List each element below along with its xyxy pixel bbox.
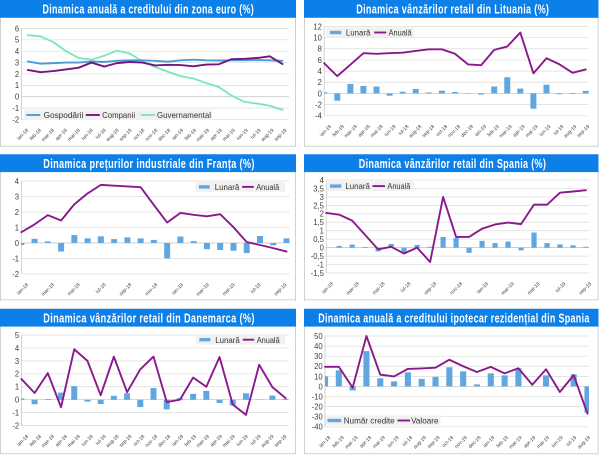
svg-text:Lunară: Lunară	[215, 182, 240, 192]
svg-text:Dinamica anuală a creditului i: Dinamica anuală a creditului ipotecar re…	[318, 312, 590, 326]
svg-text:2: 2	[15, 69, 20, 78]
svg-text:20: 20	[314, 362, 323, 371]
svg-text:3: 3	[15, 192, 20, 201]
svg-text:-30: -30	[312, 412, 324, 421]
svg-text:5: 5	[15, 35, 20, 44]
svg-text:5: 5	[15, 331, 20, 340]
svg-text:Valoare: Valoare	[411, 416, 439, 426]
svg-text:Lunară: Lunară	[215, 335, 240, 345]
svg-text:0: 0	[15, 239, 20, 248]
svg-text:30: 30	[314, 352, 323, 361]
svg-text:6: 6	[318, 55, 323, 64]
svg-text:Număr credite: Număr credite	[344, 416, 395, 426]
svg-text:-1: -1	[12, 408, 19, 417]
svg-text:50: 50	[314, 332, 323, 341]
svg-text:1,5: 1,5	[313, 218, 324, 227]
svg-text:3: 3	[320, 192, 325, 201]
svg-text:0: 0	[318, 382, 323, 391]
svg-text:0,5: 0,5	[313, 235, 324, 244]
svg-text:4: 4	[318, 67, 323, 76]
svg-text:0: 0	[15, 395, 20, 404]
svg-text:Dinamica vânzărilor retail din: Dinamica vânzărilor retail din Danemarca…	[43, 312, 255, 326]
svg-text:-40: -40	[312, 422, 324, 431]
svg-text:10: 10	[313, 33, 322, 42]
svg-text:-1: -1	[12, 104, 19, 113]
svg-text:Anuală: Anuală	[389, 28, 412, 38]
svg-text:3,5: 3,5	[313, 184, 324, 193]
svg-text:Dinamica anuală a creditului d: Dinamica anuală a creditului din zona eu…	[43, 3, 255, 17]
svg-text:1: 1	[15, 382, 20, 391]
svg-text:-10: -10	[312, 392, 324, 401]
svg-text:3: 3	[15, 356, 20, 365]
svg-text:4: 4	[15, 343, 20, 352]
svg-text:-1,5: -1,5	[311, 269, 325, 278]
svg-text:4: 4	[15, 47, 20, 56]
svg-text:6: 6	[15, 24, 20, 33]
svg-text:-2: -2	[12, 115, 19, 124]
svg-text:4: 4	[320, 176, 325, 185]
svg-text:1: 1	[320, 226, 325, 235]
svg-text:Anuală: Anuală	[256, 182, 279, 192]
svg-text:Companii: Companii	[102, 110, 135, 120]
svg-text:Gospodării: Gospodării	[44, 110, 84, 120]
svg-text:-4: -4	[315, 111, 322, 120]
svg-text:1: 1	[15, 223, 20, 232]
svg-text:Dinamica vânzărilor retail din: Dinamica vânzărilor retail din Spania (%…	[359, 157, 547, 171]
svg-text:0: 0	[320, 243, 325, 252]
svg-text:0: 0	[318, 89, 323, 98]
svg-text:2: 2	[318, 78, 323, 87]
svg-text:-0,5: -0,5	[311, 252, 325, 261]
svg-text:Anuală: Anuală	[257, 335, 280, 345]
svg-text:2: 2	[15, 208, 20, 217]
svg-text:-1: -1	[317, 260, 324, 269]
svg-text:-2: -2	[12, 421, 19, 430]
svg-text:Anuală: Anuală	[387, 181, 410, 191]
svg-text:8: 8	[318, 44, 323, 53]
svg-text:-2: -2	[12, 270, 19, 279]
svg-text:-1: -1	[12, 254, 19, 263]
svg-text:3: 3	[15, 58, 20, 67]
svg-text:Guvernamental: Guvernamental	[157, 110, 211, 120]
svg-text:4: 4	[15, 177, 20, 186]
svg-text:-2: -2	[315, 100, 322, 109]
svg-text:2: 2	[320, 209, 325, 218]
svg-text:Dinamica vânzărilor retail din: Dinamica vânzărilor retail din Lituania …	[356, 3, 549, 17]
svg-text:Dinamica prețurilor industrial: Dinamica prețurilor industriale din Fran…	[43, 157, 255, 171]
svg-text:40: 40	[314, 342, 323, 351]
svg-text:2,5: 2,5	[313, 201, 324, 210]
svg-text:0: 0	[15, 92, 20, 101]
svg-text:1: 1	[15, 81, 20, 90]
svg-text:10: 10	[314, 372, 323, 381]
svg-text:Lunară: Lunară	[346, 28, 371, 38]
svg-text:2: 2	[15, 369, 20, 378]
svg-text:-20: -20	[312, 402, 324, 411]
svg-text:12: 12	[313, 22, 322, 31]
svg-text:Lunară: Lunară	[345, 181, 370, 191]
